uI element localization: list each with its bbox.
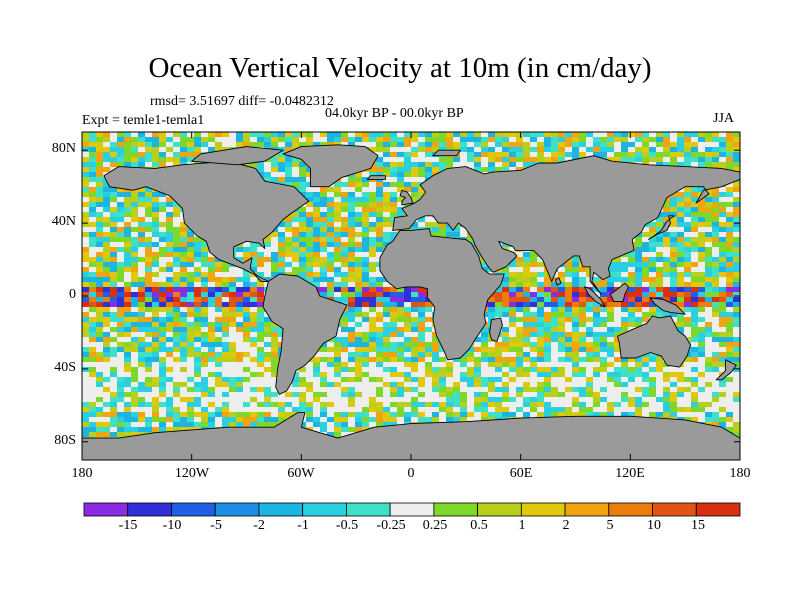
colorbar-swatch: [83, 502, 129, 517]
lat-tick-80n: 80N: [51, 141, 76, 156]
colorbar-swatch: [695, 502, 741, 517]
colorbar-label: 0.5: [470, 518, 488, 533]
land-borneo: [609, 282, 629, 302]
land-australia: [617, 315, 692, 368]
colorbar-label: -0.5: [335, 518, 359, 533]
period-label: 04.0kyr BP - 00.0kyr BP: [325, 106, 464, 121]
colorbar-swatch: [652, 502, 697, 517]
colorbar-swatch: [389, 502, 435, 517]
colorbar-swatch: [214, 502, 260, 517]
colorbar-swatch: [302, 502, 347, 517]
stats-label: rmsd= 3.51697 diff= -0.0482312: [150, 94, 334, 109]
colorbar-label: -2: [253, 518, 265, 533]
land-africa: [379, 228, 505, 361]
chart-title: Ocean Vertical Velocity at 10m (in cm/da…: [148, 52, 652, 84]
land-great-britain: [399, 189, 414, 206]
lon-tick-180e: 180: [729, 466, 751, 481]
land-antarctica: [82, 412, 740, 460]
land-south-america: [262, 273, 348, 395]
colorbar-label: -1: [297, 518, 309, 533]
colorbar-swatch: [433, 502, 479, 517]
colorbar-label: 5: [606, 518, 614, 533]
land-sumatra: [584, 286, 606, 308]
experiment-label: Expt = temle1-temla1: [82, 113, 205, 128]
lon-tick-60e: 60E: [509, 466, 533, 481]
colorbar-label: 10: [647, 518, 661, 533]
colorbar-label: 2: [562, 518, 570, 533]
land-arctic-islands: [191, 146, 284, 166]
colorbar-label: -15: [118, 518, 138, 533]
land-eurasia: [392, 155, 740, 295]
lat-tick-80s: 80S: [54, 433, 76, 448]
colorbar-swatch: [345, 502, 391, 517]
colorbar-swatch: [127, 502, 172, 517]
land-japan: [648, 215, 675, 240]
colorbar-swatch: [520, 502, 566, 517]
land-north-america: [103, 160, 310, 282]
land-new-guinea: [649, 297, 686, 315]
colorbar: [83, 502, 741, 517]
land-svalbard: [432, 149, 461, 157]
axis-ticks: [81, 132, 741, 460]
colorbar-swatch: [258, 502, 304, 517]
lon-tick-60w: 60W: [287, 466, 315, 481]
season-label: JJA: [713, 111, 735, 126]
colorbar-swatch: [564, 502, 610, 517]
colorbar-label: -0.25: [376, 518, 406, 533]
colorbar-swatch: [477, 502, 522, 517]
lat-tick-0: 0: [69, 287, 76, 302]
land-masses: [82, 144, 740, 460]
land-sri-lanka: [554, 277, 562, 286]
lat-tick-40s: 40S: [54, 360, 76, 375]
lon-tick-120w: 120W: [174, 466, 210, 481]
land-new-zealand: [715, 359, 737, 381]
colorbar-label: -5: [210, 518, 222, 533]
land-iceland: [366, 175, 386, 180]
lon-tick-180w: 180: [71, 466, 93, 481]
colorbar-label: 15: [691, 518, 705, 533]
colorbar-swatch: [608, 502, 653, 517]
colorbar-label: 0.25: [422, 518, 448, 533]
land-madagascar: [489, 317, 503, 343]
lon-tick-0: 0: [407, 466, 415, 481]
land-greenland: [282, 144, 379, 188]
lat-tick-40n: 40N: [51, 214, 76, 229]
colorbar-swatch: [171, 502, 216, 517]
colorbar-label: 1: [518, 518, 526, 533]
lon-tick-120e: 120E: [615, 466, 645, 481]
colorbar-label: -10: [162, 518, 182, 533]
